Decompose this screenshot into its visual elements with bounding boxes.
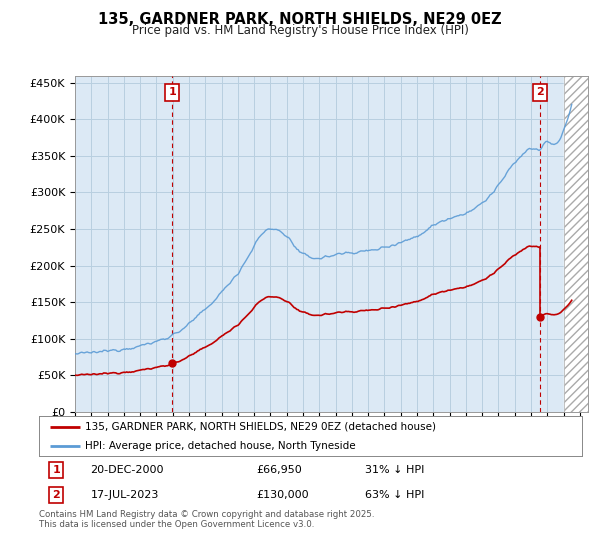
Text: £130,000: £130,000 [256,490,309,500]
Text: 1: 1 [53,465,60,475]
Text: 135, GARDNER PARK, NORTH SHIELDS, NE29 0EZ (detached house): 135, GARDNER PARK, NORTH SHIELDS, NE29 0… [85,422,436,432]
Text: 135, GARDNER PARK, NORTH SHIELDS, NE29 0EZ: 135, GARDNER PARK, NORTH SHIELDS, NE29 0… [98,12,502,27]
Text: £66,950: £66,950 [256,465,302,475]
Text: 63% ↓ HPI: 63% ↓ HPI [365,490,424,500]
Text: 2: 2 [53,490,60,500]
Text: 2: 2 [536,87,544,97]
Text: Price paid vs. HM Land Registry's House Price Index (HPI): Price paid vs. HM Land Registry's House … [131,24,469,37]
Text: 1: 1 [168,87,176,97]
Text: 20-DEC-2000: 20-DEC-2000 [91,465,164,475]
Text: 17-JUL-2023: 17-JUL-2023 [91,490,159,500]
Bar [563,76,588,412]
Text: 31% ↓ HPI: 31% ↓ HPI [365,465,424,475]
Bar [563,76,588,412]
Text: Contains HM Land Registry data © Crown copyright and database right 2025.
This d: Contains HM Land Registry data © Crown c… [39,510,374,529]
Text: HPI: Average price, detached house, North Tyneside: HPI: Average price, detached house, Nort… [85,441,356,450]
